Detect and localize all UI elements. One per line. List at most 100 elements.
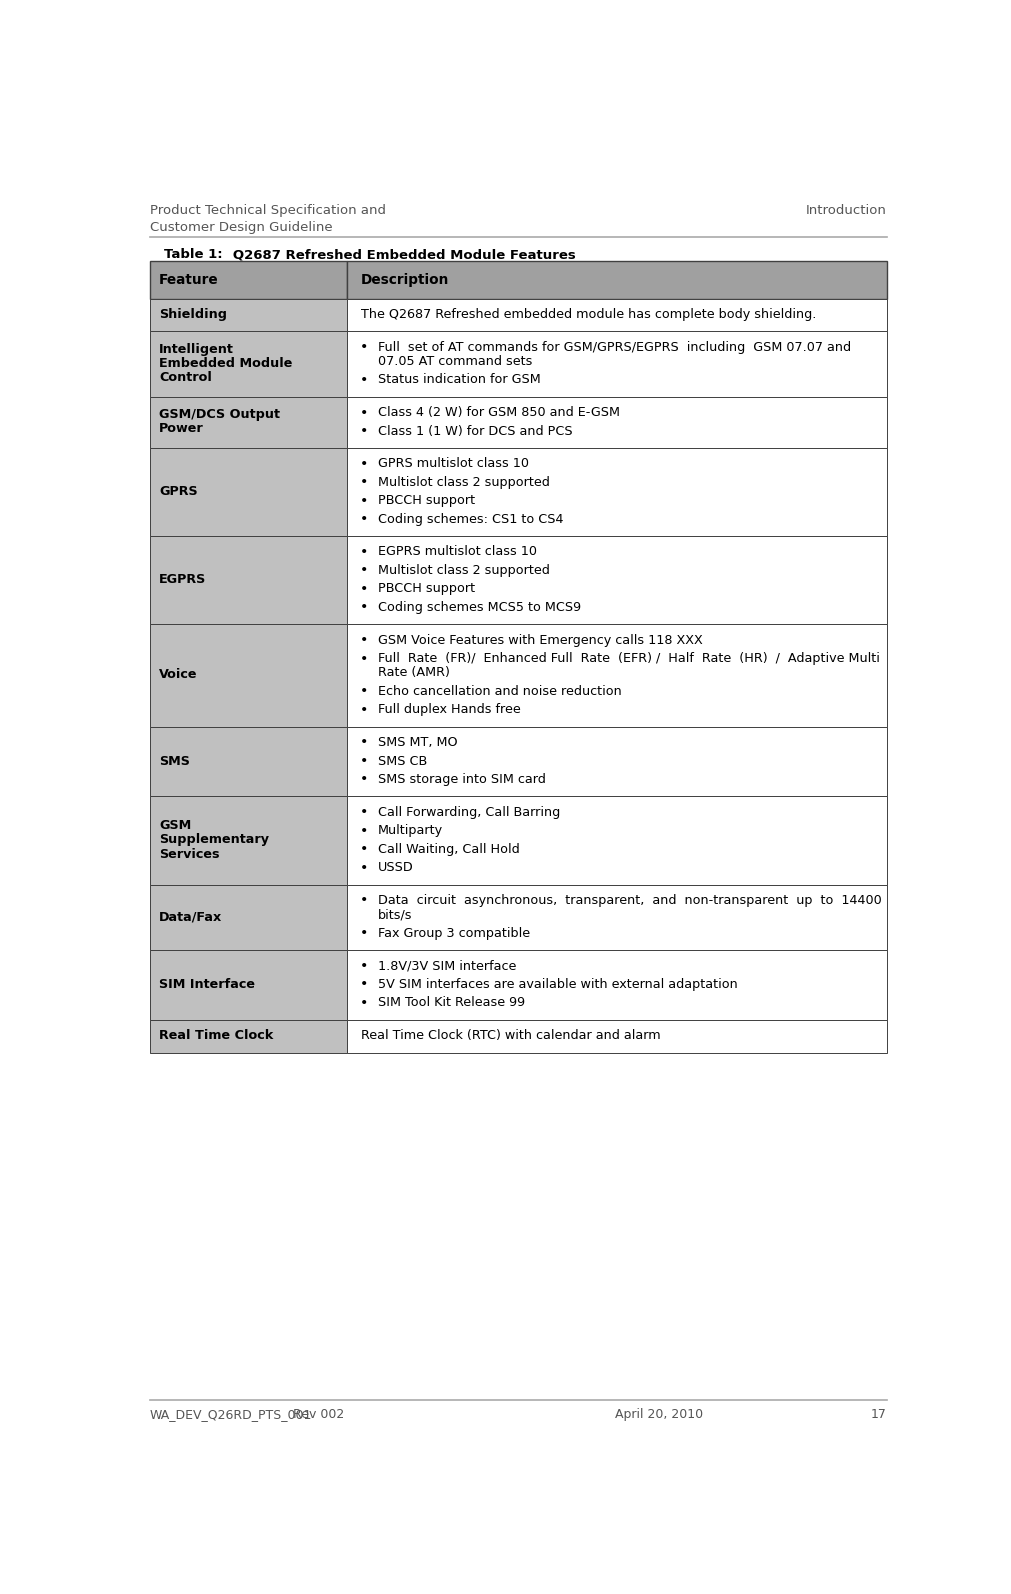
Text: Feature: Feature (159, 273, 218, 287)
Text: SMS storage into SIM card: SMS storage into SIM card (378, 773, 546, 786)
Text: Supplementary: Supplementary (159, 834, 269, 846)
Text: •: • (360, 754, 368, 768)
Text: •: • (360, 340, 368, 354)
Text: Voice: Voice (159, 668, 197, 682)
Bar (150, 727, 347, 797)
Text: •: • (360, 405, 368, 419)
Text: SIM Tool Kit Release 99: SIM Tool Kit Release 99 (378, 996, 526, 1009)
Text: Real Time Clock: Real Time Clock (159, 1030, 273, 1042)
Bar (347, 950, 887, 1020)
Text: •: • (360, 996, 368, 1009)
Text: WA_DEV_Q26RD_PTS_001: WA_DEV_Q26RD_PTS_001 (150, 1408, 312, 1420)
Bar (150, 797, 347, 885)
Text: •: • (360, 958, 368, 972)
Text: Rate (AMR): Rate (AMR) (378, 666, 450, 679)
Text: SIM Interface: SIM Interface (159, 977, 255, 991)
Text: Status indication for GSM: Status indication for GSM (378, 373, 541, 386)
Bar (347, 448, 887, 536)
Text: •: • (360, 457, 368, 470)
Text: Table 1:: Table 1: (164, 249, 222, 261)
Text: Embedded Module: Embedded Module (159, 357, 292, 370)
Text: Call Forwarding, Call Barring: Call Forwarding, Call Barring (378, 805, 560, 819)
Text: SMS MT, MO: SMS MT, MO (378, 736, 458, 749)
Text: Coding schemes: CS1 to CS4: Coding schemes: CS1 to CS4 (378, 513, 564, 526)
Text: Multislot class 2 supported: Multislot class 2 supported (378, 564, 550, 577)
Text: •: • (360, 805, 368, 819)
Text: GPRS: GPRS (159, 485, 197, 497)
Text: •: • (360, 475, 368, 489)
Text: GSM/DCS Output: GSM/DCS Output (159, 408, 280, 421)
Text: PBCCH support: PBCCH support (378, 494, 475, 507)
Text: GSM Voice Features with Emergency calls 118 XXX: GSM Voice Features with Emergency calls … (378, 634, 703, 647)
Bar (150, 950, 347, 1020)
Text: Coding schemes MCS5 to MCS9: Coding schemes MCS5 to MCS9 (378, 601, 581, 614)
Bar (150, 625, 347, 727)
Bar (150, 332, 347, 397)
Text: Full duplex Hands free: Full duplex Hands free (378, 703, 521, 716)
Text: Q2687 Refreshed Embedded Module Features: Q2687 Refreshed Embedded Module Features (219, 249, 576, 261)
Text: •: • (360, 494, 368, 507)
Text: bits/s: bits/s (378, 909, 412, 921)
Text: Product Technical Specification and: Product Technical Specification and (150, 204, 385, 217)
Text: •: • (360, 773, 368, 786)
Text: •: • (360, 512, 368, 526)
Text: Shielding: Shielding (159, 308, 226, 320)
Text: Introduction: Introduction (806, 204, 887, 217)
Text: Real Time Clock (RTC) with calendar and alarm: Real Time Clock (RTC) with calendar and … (361, 1030, 661, 1042)
Text: Description: Description (361, 273, 450, 287)
Text: •: • (360, 601, 368, 614)
Bar (150, 397, 347, 448)
Text: SMS: SMS (159, 754, 190, 768)
Text: Control: Control (159, 371, 211, 384)
Text: Services: Services (159, 848, 219, 861)
Text: Class 1 (1 W) for DCS and PCS: Class 1 (1 W) for DCS and PCS (378, 424, 573, 438)
Bar (347, 332, 887, 397)
Text: April 20, 2010: April 20, 2010 (615, 1408, 703, 1420)
Bar (347, 536, 887, 625)
Text: •: • (360, 893, 368, 907)
Text: •: • (360, 824, 368, 837)
Bar (150, 298, 347, 332)
Bar (150, 448, 347, 536)
Text: •: • (360, 735, 368, 749)
Text: 1.8V/3V SIM interface: 1.8V/3V SIM interface (378, 960, 517, 972)
Bar (150, 261, 347, 298)
Bar (150, 885, 347, 950)
Text: Data/Fax: Data/Fax (159, 910, 222, 923)
Bar (347, 625, 887, 727)
Text: Intelligent: Intelligent (159, 343, 234, 355)
Text: Power: Power (159, 422, 203, 435)
Text: •: • (360, 842, 368, 856)
Text: Customer Design Guideline: Customer Design Guideline (150, 222, 333, 234)
Text: PBCCH support: PBCCH support (378, 582, 475, 596)
Text: Echo cancellation and noise reduction: Echo cancellation and noise reduction (378, 685, 622, 698)
Text: Data  circuit  asynchronous,  transparent,  and  non-transparent  up  to  14400: Data circuit asynchronous, transparent, … (378, 894, 882, 907)
Text: 5V SIM interfaces are available with external adaptation: 5V SIM interfaces are available with ext… (378, 977, 738, 991)
Text: •: • (360, 684, 368, 698)
Text: EGPRS multislot class 10: EGPRS multislot class 10 (378, 545, 537, 558)
Text: The Q2687 Refreshed embedded module has complete body shielding.: The Q2687 Refreshed embedded module has … (361, 308, 817, 320)
Bar (347, 1020, 887, 1052)
Text: •: • (360, 926, 368, 940)
Text: GPRS multislot class 10: GPRS multislot class 10 (378, 457, 529, 470)
Text: •: • (360, 424, 368, 438)
Bar (347, 397, 887, 448)
Bar (347, 261, 887, 298)
Text: EGPRS: EGPRS (159, 574, 206, 587)
Text: Full  set of AT commands for GSM/GPRS/EGPRS  including  GSM 07.07 and: Full set of AT commands for GSM/GPRS/EGP… (378, 341, 851, 354)
Bar (150, 1020, 347, 1052)
Bar (347, 727, 887, 797)
Text: Rev 002: Rev 002 (293, 1408, 345, 1420)
Text: •: • (360, 652, 368, 666)
Text: GSM: GSM (159, 819, 191, 832)
Text: •: • (360, 861, 368, 875)
Text: 07.05 AT command sets: 07.05 AT command sets (378, 355, 533, 368)
Text: •: • (360, 373, 368, 387)
Text: USSD: USSD (378, 861, 413, 874)
Text: •: • (360, 545, 368, 559)
Bar (347, 298, 887, 332)
Text: Class 4 (2 W) for GSM 850 and E-GSM: Class 4 (2 W) for GSM 850 and E-GSM (378, 406, 620, 419)
Text: •: • (360, 633, 368, 647)
Text: •: • (360, 563, 368, 577)
Text: Fax Group 3 compatible: Fax Group 3 compatible (378, 926, 531, 939)
